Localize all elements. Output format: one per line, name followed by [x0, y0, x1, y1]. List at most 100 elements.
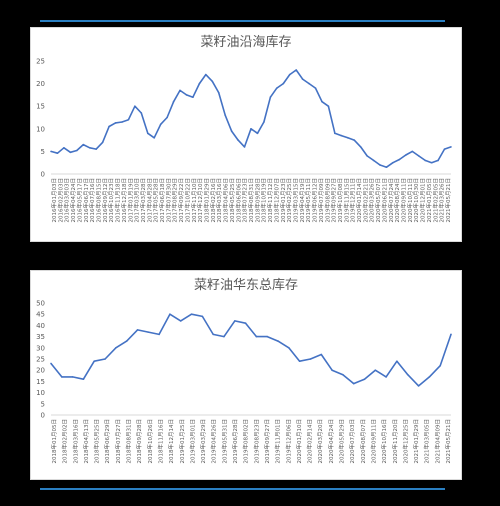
x-tick-label: 2020年07月03日 [348, 419, 356, 464]
data-point [295, 69, 297, 71]
x-tick-label: 2018年12月07日 [272, 178, 280, 223]
data-point [224, 114, 226, 117]
data-point [331, 369, 333, 371]
x-tick-label: 2019年08月09日 [323, 178, 331, 223]
x-tick-label: 2020年04月24日 [327, 419, 335, 464]
data-point [428, 376, 431, 378]
data-point [301, 78, 304, 80]
x-tick-label: 2016年08月15日 [94, 178, 102, 223]
data-point [61, 376, 63, 378]
x-tick-label: 2018年05月25日 [228, 178, 236, 223]
x-tick-label: 2021年02月05日 [431, 178, 439, 223]
x-tick-label: 2017年03月28日 [139, 178, 147, 223]
x-tick-label: 2017年12月10日 [196, 178, 204, 223]
data-point [127, 118, 130, 121]
series-line [50, 69, 452, 168]
data-point [450, 146, 452, 148]
data-point [108, 125, 110, 128]
data-point [366, 155, 368, 157]
data-point [437, 159, 439, 162]
x-tick-label: 2020年07月24日 [387, 178, 395, 223]
data-point [250, 128, 252, 130]
data-point [82, 378, 85, 380]
y-tick-label: 25 [36, 356, 45, 364]
x-tick-label: 2018年04月13日 [82, 419, 90, 464]
data-point [424, 159, 426, 162]
data-point [363, 378, 366, 380]
x-tick-label: 2018年09月28日 [253, 178, 261, 223]
x-tick-label: 2019年06月28日 [231, 419, 239, 464]
x-tick-label: 2017年11月10日 [190, 178, 198, 223]
data-point [396, 360, 398, 363]
x-tick-label: 2021年01月05日 [425, 178, 433, 223]
x-tick-label: 2020年09月11日 [400, 178, 408, 223]
x-tick-label: 2020年05月29日 [338, 419, 346, 464]
x-tick-label: 2019年08月23日 [252, 419, 260, 464]
data-point [405, 154, 407, 156]
x-tick-label: 2018年02月16日 [209, 178, 217, 223]
data-point [101, 141, 104, 144]
y-tick-label: 25 [36, 58, 45, 66]
x-tick-label: 2018年06月29日 [103, 419, 111, 464]
x-tick-label: 2019年02月25日 [285, 178, 293, 223]
x-tick-label: 2017年04月28日 [145, 178, 153, 223]
data-point [153, 137, 156, 139]
data-point [169, 313, 171, 315]
data-point [342, 373, 344, 376]
x-tick-label: 2020年06月21日 [380, 178, 388, 223]
data-point [82, 143, 85, 146]
x-tick-label: 2018年07月23日 [241, 178, 249, 223]
data-point [308, 82, 310, 85]
data-point [450, 333, 452, 336]
data-point [266, 335, 269, 338]
data-point [346, 137, 349, 139]
x-tick-label: 2020年08月07日 [359, 419, 367, 464]
x-tick-label: 2021年05月21日 [444, 419, 452, 464]
x-tick-label: 2018年10月26日 [146, 419, 154, 464]
x-tick-label: 2018年01月29日 [203, 178, 211, 223]
x-tick-label: 2019年11月01日 [274, 419, 282, 464]
data-point [309, 358, 312, 360]
data-point [223, 335, 225, 338]
data-point [50, 150, 52, 153]
chart-panel-coastal: 菜籽油沿海库存 0 5 10 15 20 25 2016年01月03日 2016年02月03日 2… [30, 27, 462, 242]
x-tick-label: 2019年04月19日 [298, 178, 306, 223]
y-tick-label: 0 [41, 171, 45, 179]
y-tick-label: 35 [36, 333, 45, 341]
x-tick-label: 2020年01月14日 [355, 178, 363, 223]
x-tick-label: 2016年09月12日 [101, 178, 109, 223]
data-point [76, 149, 78, 152]
x-tick-label: 2020年11月20日 [391, 419, 399, 464]
y-tick-label: 5 [41, 400, 45, 408]
data-point [88, 146, 91, 149]
x-tick-label: 2017年08月29日 [171, 178, 179, 223]
x-tick-label: 2017年01月19日 [126, 178, 134, 223]
y-tick-label: 20 [36, 80, 45, 88]
data-point [374, 369, 377, 371]
x-tick-label: 2017年05月28日 [152, 178, 160, 223]
data-point [392, 161, 394, 164]
x-tick-label: 2018年08月31日 [247, 178, 255, 223]
data-point [185, 94, 188, 96]
y-tick-label: 0 [41, 412, 45, 420]
data-point [69, 151, 72, 154]
data-point [288, 347, 290, 349]
x-tick-label: 2020年08月24日 [393, 178, 401, 223]
data-point [237, 139, 239, 141]
data-point [263, 121, 265, 123]
x-tick-label: 2020年10月30日 [412, 178, 420, 223]
data-point [121, 121, 123, 123]
data-point [398, 158, 401, 161]
x-tick-label: 2019年01月23日 [279, 178, 287, 223]
data-point [136, 329, 139, 331]
data-point [359, 146, 362, 148]
data-point [205, 73, 207, 76]
data-point [282, 82, 285, 85]
y-tick-label: 5 [41, 148, 45, 156]
data-point [352, 382, 355, 385]
y-tick-label: 10 [36, 389, 45, 397]
data-point [198, 82, 201, 85]
data-point [134, 105, 136, 107]
data-point [288, 73, 291, 76]
